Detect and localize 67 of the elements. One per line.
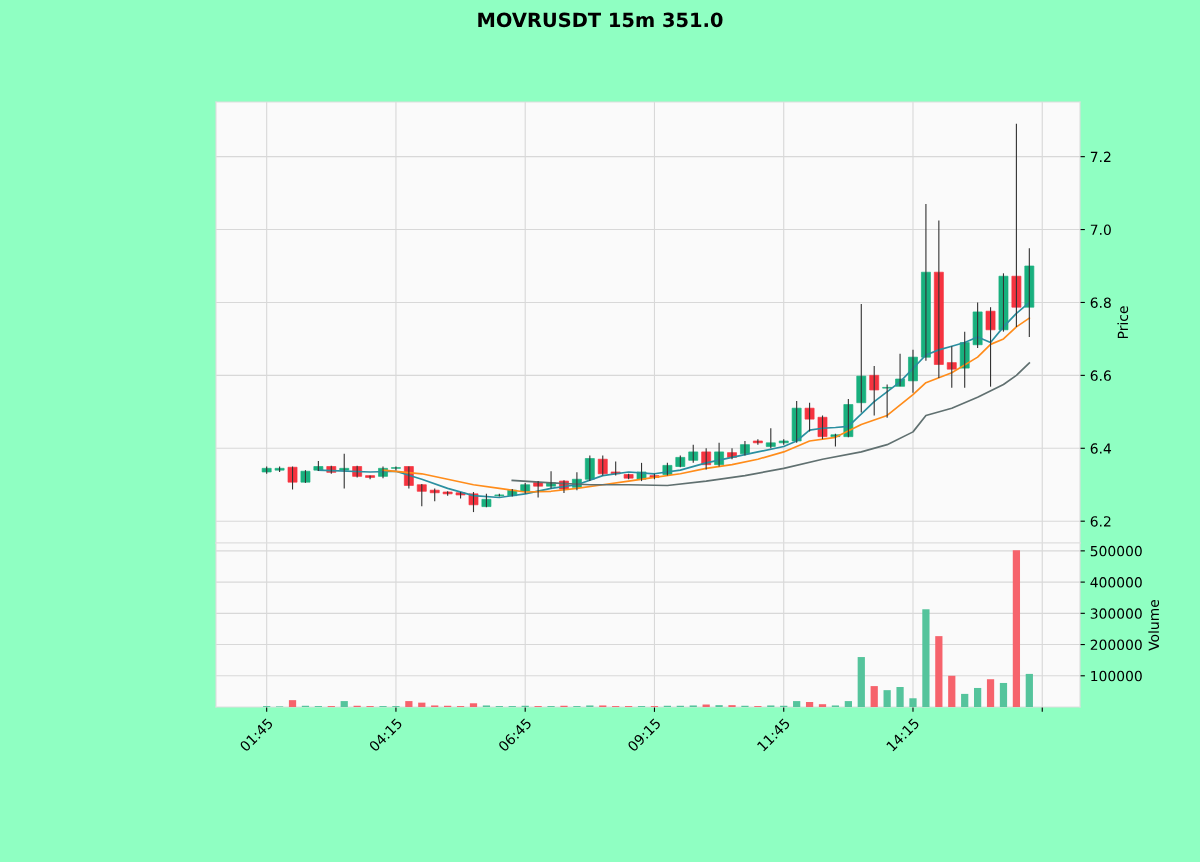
candlestick: [300, 469, 311, 484]
bar: [883, 690, 891, 708]
bar: [961, 693, 969, 708]
candlestick: [843, 398, 854, 438]
bar: [405, 701, 413, 708]
bar: [870, 686, 878, 708]
candlestick: [753, 438, 763, 446]
bar: [1012, 550, 1021, 708]
candlestick: [391, 465, 401, 471]
candlestick: [597, 455, 608, 477]
bar: [818, 704, 827, 708]
candlestick: [817, 414, 828, 440]
bar: [340, 701, 348, 708]
y-tick-label: 200000: [1090, 639, 1142, 651]
bar: [805, 702, 814, 708]
y-tick-label: 7.0: [1090, 224, 1111, 236]
candlestick: [584, 455, 595, 482]
candlestick: [442, 490, 453, 497]
bar: [948, 675, 956, 708]
candlestick: [933, 219, 944, 379]
candlestick: [455, 491, 466, 500]
bar: [844, 701, 852, 708]
candlestick: [765, 427, 776, 449]
bar: [857, 657, 865, 708]
bar: [469, 703, 478, 708]
candlestick: [416, 483, 427, 507]
candlestick: [778, 438, 789, 446]
y-tick-label: 100000: [1091, 670, 1142, 682]
bar: [896, 687, 904, 708]
candlestick: [1011, 123, 1022, 328]
bar: [986, 679, 995, 708]
y-tick-label: 500000: [1090, 545, 1142, 557]
y-tick-label: 400000: [1090, 577, 1142, 588]
bar: [288, 700, 297, 708]
candlestick: [1024, 247, 1035, 338]
bar: [999, 682, 1008, 708]
y-tick-label: 7.2: [1090, 151, 1111, 162]
candlestick: [856, 303, 867, 414]
candlestick: [688, 444, 699, 464]
candlestick: [869, 365, 880, 417]
candlestick: [313, 460, 324, 472]
y-tick-label: 6.6: [1090, 370, 1111, 381]
y-tick-label: 6.4: [1090, 443, 1112, 454]
y-axis-title: Price: [1117, 306, 1129, 339]
candlestick: [882, 383, 893, 419]
line-series: [511, 362, 1031, 487]
candlestick: [985, 306, 996, 388]
y-tick-label: 300000: [1090, 608, 1142, 619]
bar: [1025, 673, 1033, 708]
y-tick-label: 6.8: [1090, 297, 1111, 308]
bar: [974, 687, 982, 708]
candlestick: [998, 272, 1009, 333]
bar: [909, 698, 917, 708]
y-axis-title: Volume: [1148, 599, 1160, 651]
candlestick: [791, 400, 802, 444]
bar: [935, 636, 943, 708]
bar: [793, 701, 801, 708]
candlestick: [972, 301, 983, 349]
candlestick: [520, 482, 531, 495]
bar: [922, 609, 930, 708]
chart-title: MOVRUSDT 15m 351.0: [478, 12, 723, 28]
y-tick-label: 6.2: [1090, 516, 1111, 527]
candlestick: [804, 402, 815, 433]
candlestick: [946, 345, 957, 389]
candlestick: [287, 465, 298, 491]
candlestick: [365, 475, 375, 480]
line-series: [382, 317, 1031, 493]
